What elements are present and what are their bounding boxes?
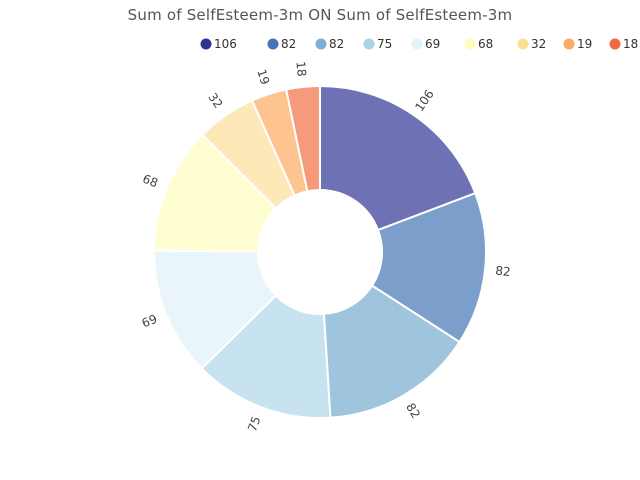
legend-marker [464,38,476,50]
legend-label: 82 [281,37,296,51]
slice-data-label: 69 [140,312,159,331]
pie-slice[interactable] [322,284,461,419]
pie-slice[interactable] [319,85,477,232]
legend-marker [363,38,375,50]
legend-marker [563,38,575,50]
pie-slice[interactable] [200,294,332,419]
slices [153,85,487,419]
legend-label: 75 [377,37,392,51]
pie-slice[interactable] [285,85,321,193]
pie-slice[interactable] [153,249,277,370]
slice-data-label: 82 [403,401,423,421]
chart-title: Sum of SelfEsteem-3m ON Sum of SelfEstee… [127,6,513,24]
legend-item[interactable]: 75 [363,37,393,51]
legend-label: 106 [214,37,237,51]
legend: 106 82 82 75 69 68 32 19 18 [200,37,639,51]
legend-item[interactable]: 19 [563,37,593,51]
legend-marker [315,38,327,50]
legend-item[interactable]: 106 [200,37,237,51]
slice-data-label: 19 [254,68,272,87]
legend-marker [411,38,423,50]
pie-slice[interactable] [371,192,487,343]
legend-item[interactable]: 68 [464,37,494,51]
legend-label: 82 [329,37,344,51]
legend-item[interactable]: 82 [315,37,345,51]
legend-label: 19 [577,37,592,51]
slice-data-label: 68 [141,172,161,191]
slice-data-label: 18 [293,61,308,78]
slice-data-label: 82 [495,264,512,280]
legend-label: 18 [623,37,638,51]
slice-data-label: 106 [412,87,437,114]
legend-marker [200,38,212,50]
legend-label: 32 [531,37,546,51]
legend-marker [609,38,621,50]
legend-label: 69 [425,37,440,51]
legend-item[interactable]: 69 [411,37,441,51]
slice-data-label: 32 [205,90,225,111]
legend-marker [267,38,279,50]
legend-marker [517,38,529,50]
slice-data-label: 75 [245,414,264,433]
legend-item[interactable]: 82 [267,37,297,51]
legend-item[interactable]: 18 [609,37,639,51]
legend-item[interactable]: 32 [517,37,547,51]
legend-label: 68 [478,37,493,51]
